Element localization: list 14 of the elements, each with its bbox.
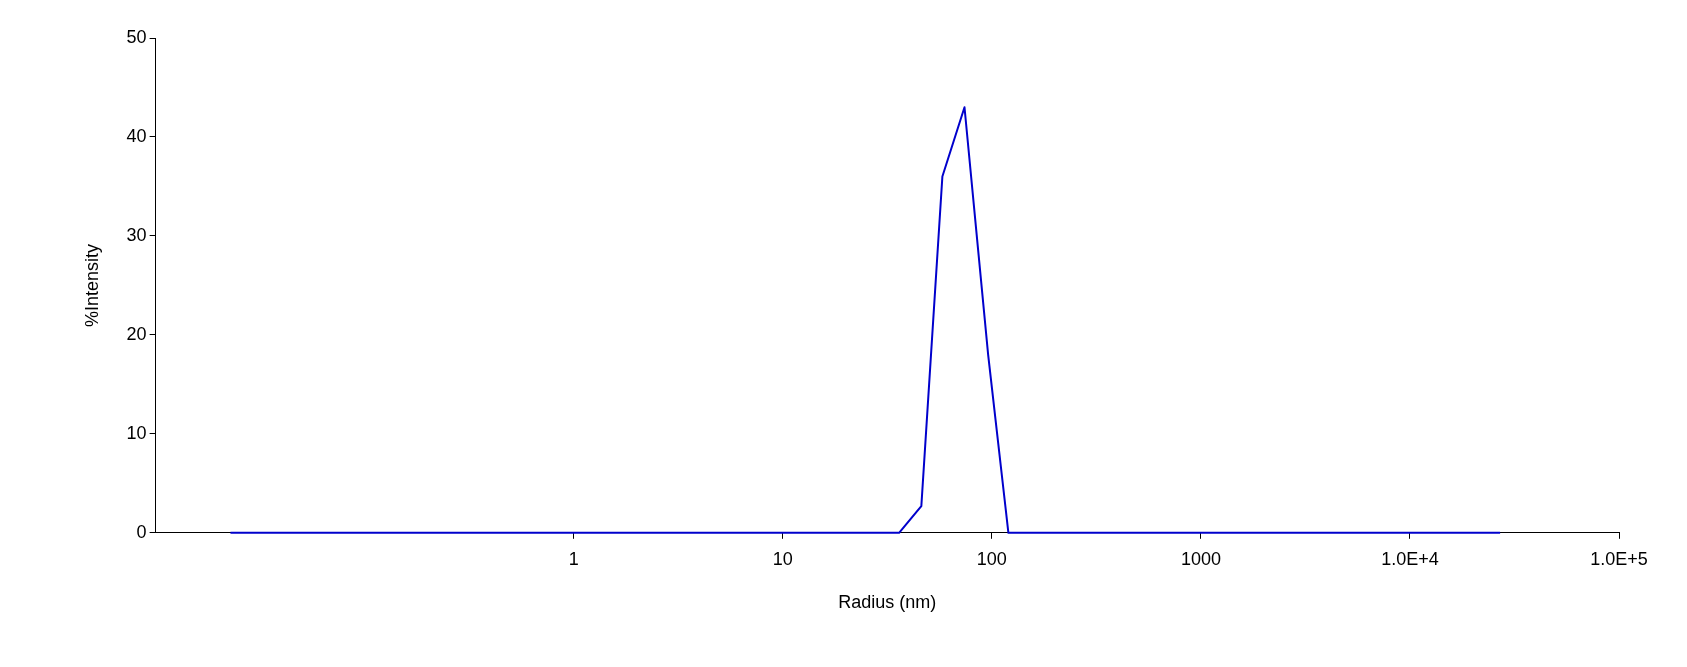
- x-axis-title: Radius (nm): [838, 592, 937, 613]
- x-tick-label: 1.0E+5: [1590, 548, 1648, 569]
- y-tick-label: 20: [126, 323, 147, 344]
- x-tick-label: 1000: [1180, 548, 1221, 569]
- y-axis-title: %Intensity: [81, 243, 102, 327]
- x-tick-label: 1: [568, 548, 579, 569]
- y-tick-label: 30: [126, 224, 147, 245]
- x-tick-label: 100: [976, 548, 1007, 569]
- y-tick-label: 0: [136, 521, 147, 542]
- y-tick-label: 50: [126, 26, 147, 47]
- x-tick-label: 1.0E+4: [1381, 548, 1439, 569]
- y-tick-label: 10: [126, 422, 147, 443]
- y-tick-label: 40: [126, 125, 147, 146]
- x-tick-label: 10: [772, 548, 793, 569]
